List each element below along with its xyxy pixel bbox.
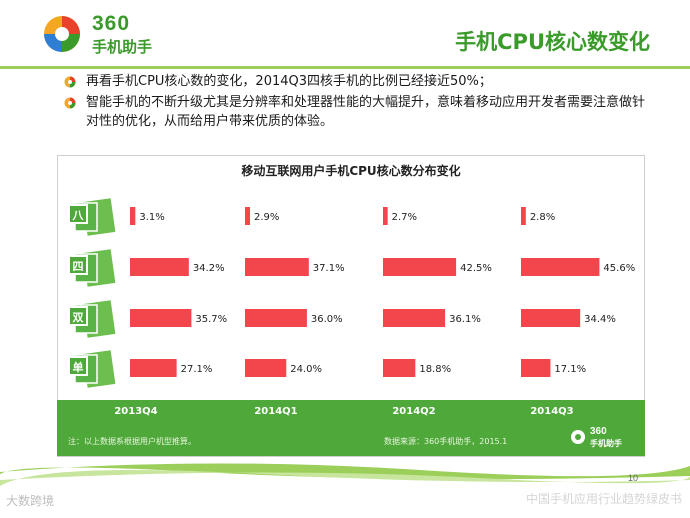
chart-source: 数据来源：360手机助手，2015.1 [384, 437, 508, 446]
data-label: 42.5% [460, 263, 492, 274]
page-number: 10 [628, 473, 639, 483]
bar-2014Q3-0 [521, 207, 526, 225]
data-label: 18.8% [419, 364, 451, 375]
bar-2014Q1-0 [245, 207, 250, 225]
bullet-icon [64, 76, 76, 88]
data-label: 35.7% [195, 314, 227, 325]
footer-wave [0, 463, 690, 486]
row-label-2: 双 [73, 311, 84, 324]
data-label: 36.0% [311, 314, 343, 325]
badge-label-box [68, 306, 88, 326]
badge-label-box [68, 356, 88, 376]
data-label: 3.1% [139, 212, 164, 223]
row-label-1: 四 [73, 260, 84, 273]
chart-logo-text: 手机助手 [590, 438, 622, 448]
header-divider [0, 66, 690, 69]
data-label: 36.1% [449, 314, 481, 325]
data-label: 24.0% [290, 364, 322, 375]
bullet-item: 智能手机的不断升级尤其是分辨率和处理器性能的大幅提升，意味着移动应用开发者需要注… [64, 93, 654, 131]
bar-2014Q3-1 [521, 258, 600, 276]
bar-2014Q2-0 [383, 207, 388, 225]
data-label: 17.1% [554, 364, 586, 375]
series-label-2014Q3: 2014Q3 [530, 406, 573, 417]
bar-2014Q3-3 [521, 359, 551, 377]
chart-title: 移动互联网用户手机CPU核心数分布变化 [241, 164, 461, 178]
bar-2014Q3-2 [521, 309, 581, 327]
page-title: 手机CPU核心数变化 [455, 30, 650, 54]
bullet-text: 再看手机CPU核心数的变化，2014Q3四核手机的比例已经接近50%； [86, 74, 492, 89]
bullet-icon [64, 97, 76, 109]
bar-2013Q4-1 [130, 258, 189, 276]
row-label-3: 单 [73, 360, 84, 374]
series-label-2014Q1: 2014Q1 [254, 406, 297, 417]
data-label: 34.2% [193, 263, 225, 274]
bar-2013Q4-0 [130, 207, 136, 225]
chart-footer-strip [57, 400, 645, 456]
data-label: 2.7% [392, 212, 417, 223]
bar-2014Q2-1 [383, 258, 457, 276]
bullet-item: 再看手机CPU核心数的变化，2014Q3四核手机的比例已经接近50%； [64, 72, 654, 91]
logo-number: 360 [92, 12, 131, 35]
logo-360-icon [44, 16, 80, 52]
chart-logo-icon-inner [575, 434, 581, 440]
bar-2013Q4-3 [130, 359, 177, 377]
footer-brand: 中国手机应用行业趋势绿皮书 [525, 492, 682, 506]
bar-2014Q2-2 [383, 309, 446, 327]
bar-2013Q4-2 [130, 309, 192, 327]
data-label: 2.9% [254, 212, 279, 223]
bar-2014Q2-3 [383, 359, 416, 377]
data-label: 37.1% [313, 263, 345, 274]
chart-logo-number: 360 [590, 426, 607, 437]
data-label: 27.1% [181, 364, 213, 375]
chart-note: 注：以上数据系根据用户机型推算。 [68, 437, 196, 446]
badge-label-box [68, 204, 88, 224]
badge-label-box [68, 255, 88, 275]
bar-2014Q1-3 [245, 359, 287, 377]
watermark: 大数跨境 [6, 494, 55, 508]
series-label-2014Q2: 2014Q2 [392, 406, 435, 417]
data-label: 45.6% [603, 263, 635, 274]
data-label: 34.4% [584, 314, 616, 325]
bullet-list: 再看手机CPU核心数的变化，2014Q3四核手机的比例已经接近50%； 智能手机… [64, 72, 654, 133]
logo-text: 手机助手 [92, 38, 153, 56]
data-label: 2.8% [530, 212, 555, 223]
bullet-text: 智能手机的不断升级尤其是分辨率和处理器性能的大幅提升，意味着移动应用开发者需要注… [86, 95, 646, 129]
series-label-2013Q4: 2013Q4 [114, 406, 157, 417]
row-label-0: 八 [72, 209, 85, 222]
bar-2014Q1-1 [245, 258, 309, 276]
bar-2014Q1-2 [245, 309, 307, 327]
